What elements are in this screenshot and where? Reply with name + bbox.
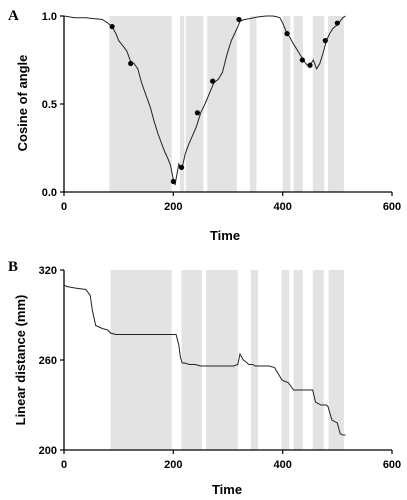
panel-a-data-point xyxy=(210,78,216,84)
panel-a-chart: A 0 200 400 600 0.0 0.5 1.0 Time Cosine of ang… xyxy=(8,8,401,243)
panel-a-shaded-interval xyxy=(328,16,344,192)
panel-a-shaded-interval xyxy=(179,16,185,192)
panel-a-x-tick-label: 400 xyxy=(273,201,291,213)
panel-b-shaded-interval xyxy=(110,270,172,450)
panel-a-y-tick-label: 0.0 xyxy=(42,187,57,199)
panel-a-x-axis-title: Time xyxy=(210,228,240,243)
panel-a-data-point xyxy=(299,57,305,63)
panel-a-shaded-interval xyxy=(109,16,172,192)
panel-b-shaded-interval xyxy=(312,270,324,450)
panel-a-data-point xyxy=(109,23,115,30)
panel-b-shaded-interval xyxy=(250,270,259,450)
panel-b-letter: B xyxy=(8,259,18,275)
panel-a-series-line xyxy=(63,15,346,186)
panel-a-data-point xyxy=(128,60,134,67)
panel-a-shaded-interval xyxy=(282,16,291,192)
panel-a-data-point xyxy=(194,110,200,116)
panel-a-y-axis-title: Cosine of angle xyxy=(15,55,30,152)
panel-b-y-axis-title: Linear distance (mm) xyxy=(13,295,28,426)
panel-b-x-tick-label: 600 xyxy=(383,459,401,471)
panel-b-x-tick-label: 0 xyxy=(61,459,67,471)
panel-a-x-tick-label: 0 xyxy=(61,201,67,213)
panel-b-shaded-interval xyxy=(281,270,290,450)
panel-b-x-axis-title: Time xyxy=(212,482,242,497)
panel-a-data-point xyxy=(307,62,313,68)
panel-a-shaded-intervals xyxy=(109,16,344,192)
panel-a-y-tick-label: 0.5 xyxy=(42,99,57,111)
panel-a-axes: 0 200 400 600 0.0 0.5 1.0 xyxy=(42,11,401,213)
panel-b-y-tick-label: 320 xyxy=(39,265,57,277)
panel-a-shaded-interval xyxy=(293,16,303,192)
panel-a-shaded-interval xyxy=(249,16,257,192)
panel-b-series-line xyxy=(63,284,346,436)
panel-b-shaded-interval xyxy=(293,270,303,450)
panel-b-axes: 0 200 400 600 200 260 320 xyxy=(39,265,402,471)
panel-a-data-point xyxy=(178,164,185,170)
panel-b-shaded-interval xyxy=(328,270,344,450)
panel-a-x-tick-label: 200 xyxy=(164,201,182,213)
panel-a-data-point xyxy=(334,20,340,26)
panel-b-shaded-intervals xyxy=(110,270,344,450)
panel-a-data-point xyxy=(322,38,328,44)
panel-b-chart: B 0 200 400 600 200 260 320 Time Linear distan… xyxy=(8,259,401,497)
panel-a-shaded-interval xyxy=(207,16,237,192)
panel-b-y-tick-label: 200 xyxy=(39,445,57,457)
panel-a-y-tick-label: 1.0 xyxy=(42,11,57,23)
panel-a-data-point xyxy=(284,30,290,37)
panel-b-x-tick-label: 400 xyxy=(273,459,291,471)
panel-b-shaded-interval xyxy=(181,270,202,450)
panel-a-data-point xyxy=(170,178,176,185)
panel-a-x-tick-label: 600 xyxy=(383,201,401,213)
panel-b-x-tick-label: 200 xyxy=(164,459,182,471)
panel-a-shaded-interval xyxy=(312,16,325,192)
panel-a-shaded-interval xyxy=(185,16,204,192)
panel-a-letter: A xyxy=(8,8,19,24)
panel-b-y-tick-label: 260 xyxy=(39,355,57,367)
panel-b-shaded-interval xyxy=(206,270,238,450)
panel-a-data-point xyxy=(236,16,242,23)
panel-a-markers xyxy=(109,16,340,185)
